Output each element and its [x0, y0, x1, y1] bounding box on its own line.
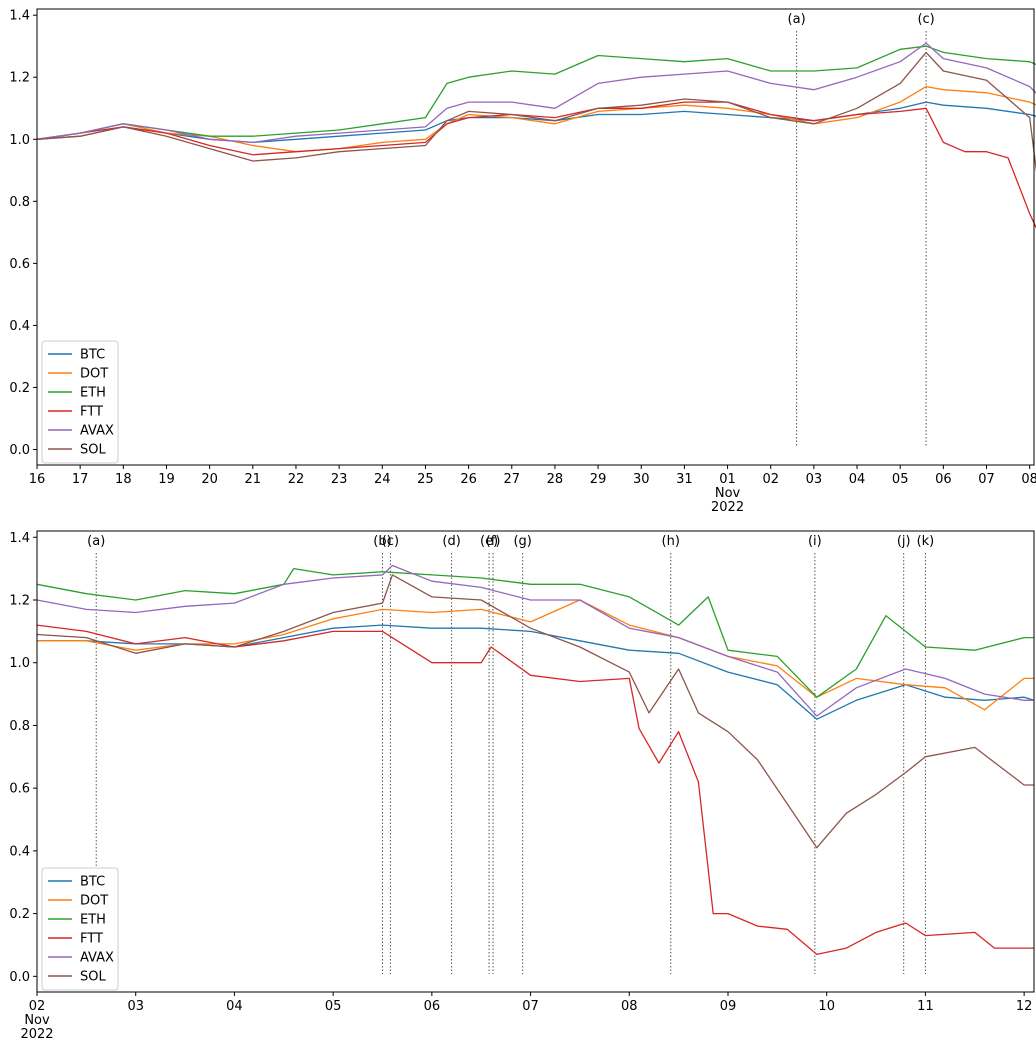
y-tick-label: 0.8	[9, 195, 30, 210]
legend-label-sol: SOL	[80, 970, 106, 985]
x-tick-label: 31	[676, 472, 693, 487]
x-tick-label: 19	[158, 472, 175, 487]
x-tick-label: 11	[917, 999, 934, 1014]
legend-label-btc: BTC	[80, 348, 105, 363]
x-tick-label: 02	[29, 999, 46, 1014]
x-tick-label: 12	[1016, 999, 1033, 1014]
x-tick-label: 02	[762, 472, 779, 487]
y-tick-label: 1.2	[9, 593, 30, 608]
x-tick-label: 06	[935, 472, 952, 487]
legend-box	[41, 340, 119, 464]
axes-frame	[36, 530, 1035, 993]
x-tick-label: 20	[201, 472, 218, 487]
x-tick-label: 29	[590, 472, 607, 487]
axes-frame	[36, 8, 1035, 466]
event-label-a: (a)	[788, 12, 806, 27]
legend-label-dot: DOT	[80, 894, 108, 909]
legend-box	[41, 867, 119, 991]
x-tick-label: 07	[522, 999, 539, 1014]
series-line-ftt	[36, 101, 1036, 229]
y-tick-label: 1.0	[9, 656, 30, 671]
y-tick-label: 1.0	[9, 133, 30, 148]
x-tick-label: 25	[417, 472, 434, 487]
series-line-btc	[36, 101, 1036, 144]
x-tick-label: 01	[719, 472, 736, 487]
x-tick-label: 18	[115, 472, 132, 487]
y-tick-label: 0.0	[9, 970, 30, 985]
legend-label-avax: AVAX	[80, 951, 114, 966]
x-tick-label: 04	[226, 999, 243, 1014]
x-tick-label: 09	[720, 999, 737, 1014]
series-line-eth	[36, 567, 1034, 698]
y-tick-label: 0.8	[9, 719, 30, 734]
legend-label-eth: ETH	[80, 913, 106, 928]
x-tick-label: 28	[547, 472, 564, 487]
legend-label-ftt: FTT	[80, 405, 103, 420]
x-tick-label: 05	[892, 472, 909, 487]
x-tick-label: 17	[72, 472, 89, 487]
event-label-c: (c)	[382, 534, 399, 549]
y-tick-label: 1.2	[9, 71, 30, 86]
x-tick-year-label: 2022	[20, 1027, 53, 1040]
x-tick-label: 24	[374, 472, 391, 487]
event-label-f: (f)	[486, 534, 501, 549]
x-tick-label: 23	[331, 472, 348, 487]
x-tick-label: 22	[288, 472, 305, 487]
legend-label-btc: BTC	[80, 875, 105, 890]
y-tick-label: 1.4	[9, 531, 30, 546]
legend-label-avax: AVAX	[80, 424, 114, 439]
y-tick-label: 0.0	[9, 443, 30, 458]
x-tick-label: 16	[29, 472, 46, 487]
x-tick-label: 03	[806, 472, 823, 487]
legend-label-sol: SOL	[80, 443, 106, 458]
event-label-i: (i)	[808, 534, 822, 549]
x-tick-label: 04	[849, 472, 866, 487]
x-tick-label: 30	[633, 472, 650, 487]
legend-label-ftt: FTT	[80, 932, 103, 947]
event-label-b: (b)	[373, 534, 391, 549]
series-line-dot	[36, 85, 1036, 153]
series-line-sol	[36, 51, 1036, 173]
legend-label-eth: ETH	[80, 386, 106, 401]
event-label-j: (j)	[897, 534, 911, 549]
x-tick-label: 26	[460, 472, 477, 487]
x-tick-month-label: Nov	[24, 1013, 50, 1028]
x-tick-label: 08	[1021, 472, 1036, 487]
x-tick-label: 06	[424, 999, 441, 1014]
legend-label-dot: DOT	[80, 367, 108, 382]
x-tick-label: 27	[503, 472, 520, 487]
y-tick-label: 0.6	[9, 257, 30, 272]
series-line-sol	[36, 574, 1034, 849]
x-tick-label: 21	[245, 472, 262, 487]
event-label-k: (k)	[917, 534, 935, 549]
event-label-c: (c)	[917, 12, 934, 27]
x-tick-label: 05	[325, 999, 342, 1014]
y-tick-label: 0.6	[9, 782, 30, 797]
event-label-e: (e)	[480, 534, 498, 549]
event-label-a: (a)	[87, 534, 105, 549]
y-tick-label: 0.2	[9, 381, 30, 396]
y-tick-label: 0.4	[9, 319, 30, 334]
x-tick-year-label: 2022	[711, 500, 744, 515]
x-tick-label: 03	[127, 999, 144, 1014]
x-tick-label: 07	[978, 472, 995, 487]
series-line-ftt	[36, 624, 1034, 956]
event-label-h: (h)	[662, 534, 680, 549]
event-label-g: (g)	[513, 534, 531, 549]
series-line-eth	[36, 45, 1036, 140]
x-tick-label: 08	[621, 999, 638, 1014]
bottom-chart-panel: (a) (b)(c) (d) (e)(f) (g) (h) (i) (j) (k) 0.0 0.2 0…	[9, 530, 1035, 1040]
top-chart-panel: (a)(c)(h)(i)(k)0.00.20.40.60.81.01.21.41…	[9, 8, 1036, 515]
x-tick-label: 10	[818, 999, 835, 1014]
series-line-avax	[36, 42, 1036, 144]
y-tick-label: 0.2	[9, 907, 30, 922]
series-line-avax	[36, 564, 1034, 717]
x-tick-month-label: Nov	[715, 486, 741, 501]
event-label-d: (d)	[442, 534, 460, 549]
y-tick-label: 0.4	[9, 844, 30, 859]
y-tick-label: 1.4	[9, 9, 30, 24]
